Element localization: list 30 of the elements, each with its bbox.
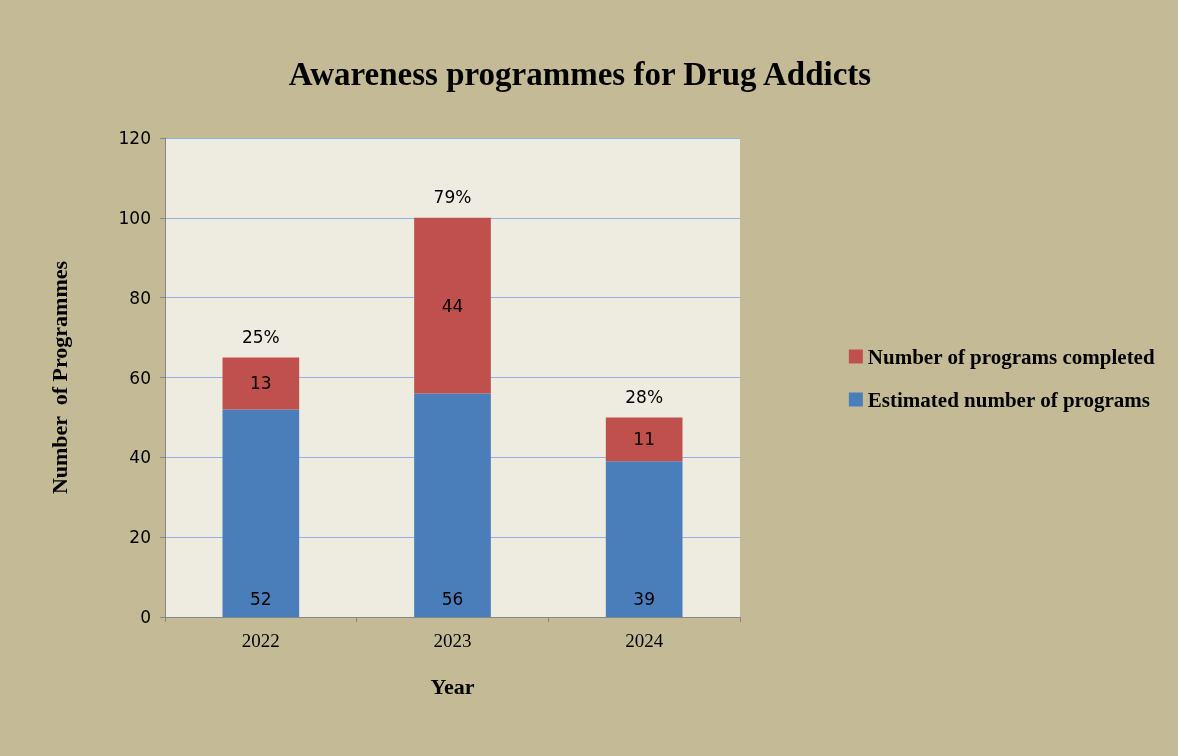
y-tick-label: 60 [129,367,151,388]
x-axis-title: Year [430,673,475,699]
x-tick-label: 2024 [625,630,664,651]
legend-label: Estimated number of programs [867,387,1150,412]
bar [414,393,491,617]
annotation: 28% [625,386,664,407]
bar [605,417,683,462]
annotation: 25% [241,327,280,348]
bar [414,217,491,394]
x-tick-label: 2023 [433,630,472,651]
data-label: 56 [441,588,464,609]
y-tick-label: 0 [140,607,151,627]
data-label: 44 [441,295,464,316]
data-label: 39 [633,588,655,609]
y-tick-label: 120 [118,128,151,148]
x-tick-label: 2022 [241,630,280,651]
legend-label: Number of programs completed [867,344,1155,369]
bar [605,461,683,617]
y-tick-label: 40 [129,447,151,468]
data-label: 13 [250,373,272,394]
y-tick-label: 80 [129,287,151,308]
chart-title: Awareness programmes for Drug Addicts [288,55,872,92]
data-label: 52 [250,588,272,609]
bar [222,357,300,410]
y-axis-title: Number of Programmes [46,260,72,495]
data-label: 11 [633,429,655,450]
y-tick-label: 20 [129,527,151,548]
y-tick-label: 100 [118,207,151,228]
annotation: 79% [433,187,472,208]
bar [222,409,300,617]
